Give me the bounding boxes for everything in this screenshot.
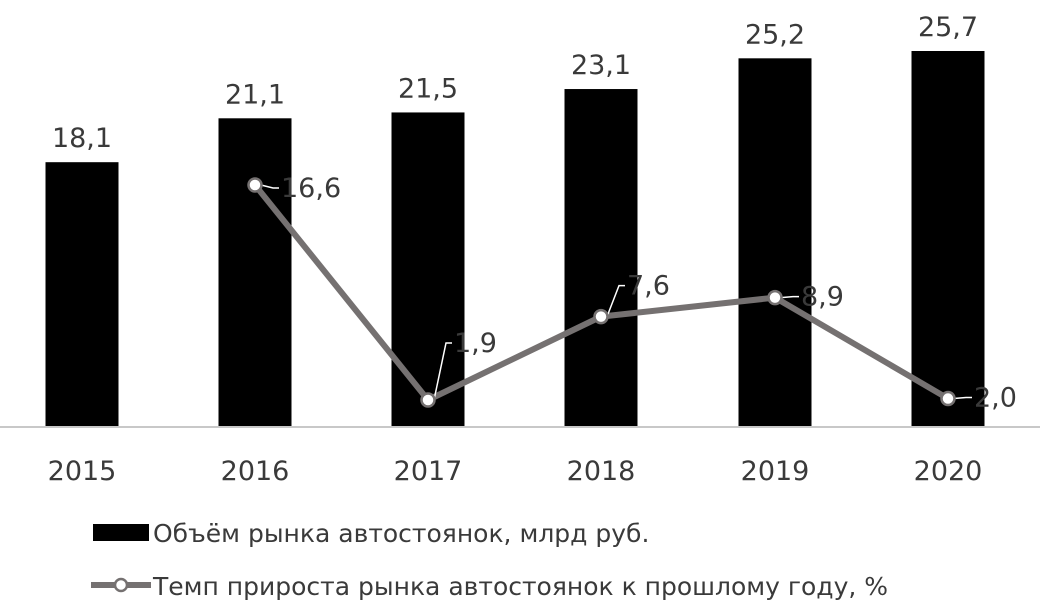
x-tick-labels: 2015 2016 2017 2018 2019 2020	[48, 456, 983, 487]
line-leader-2019	[780, 295, 799, 299]
legend-swatch-marker	[113, 577, 129, 593]
bar-label-2018: 23,1	[571, 50, 631, 81]
bar-2015	[45, 162, 119, 427]
line-label-2018: 7,6	[627, 271, 670, 302]
bar-label-2017: 21,5	[398, 73, 458, 104]
line-label-2017: 1,9	[454, 328, 497, 359]
bar-2016	[218, 118, 292, 427]
x-tick-2015: 2015	[48, 456, 117, 487]
bar-labels-layer: 18,1 21,1 21,5 23,1 25,2 25,7	[52, 12, 978, 154]
bar-2020	[911, 51, 985, 427]
line-point-2017	[420, 392, 436, 408]
line-label-2020: 2,0	[974, 383, 1017, 414]
bar-label-2015: 18,1	[52, 123, 112, 154]
legend: Объём рынка автостоянок, млрд руб. Темп …	[91, 519, 888, 601]
line-leader-2018	[606, 284, 625, 317]
line-leader-2020	[953, 396, 972, 400]
line-point-2016	[247, 177, 263, 193]
line-point-2020	[940, 390, 956, 407]
line-label-2019: 8,9	[801, 282, 844, 313]
x-tick-2018: 2018	[567, 456, 636, 487]
line-point-2018	[593, 308, 609, 325]
legend-swatch-bar	[93, 524, 149, 541]
legend-label-volume: Объём рынка автостоянок, млрд руб.	[153, 519, 649, 548]
bar-label-2016: 21,1	[225, 79, 285, 110]
legend-item-growth: Темп прироста рынка автостоянок к прошло…	[91, 572, 888, 601]
line-leader-2016	[260, 184, 279, 189]
x-tick-2016: 2016	[221, 456, 290, 487]
bar-2018	[564, 89, 638, 427]
legend-label-growth: Темп прироста рынка автостоянок к прошло…	[152, 572, 888, 601]
bars-layer	[45, 51, 985, 427]
x-tick-2017: 2017	[394, 456, 463, 487]
growth-line-layer: 16,6 1,9 7,6 8,9 2,0	[247, 173, 1017, 414]
x-tick-2019: 2019	[741, 456, 810, 487]
bar-label-2019: 25,2	[745, 19, 805, 50]
legend-item-volume: Объём рынка автостоянок, млрд руб.	[93, 519, 649, 548]
line-leader-2017	[433, 342, 452, 401]
line-label-2016: 16,6	[281, 173, 341, 204]
x-tick-2020: 2020	[914, 456, 983, 487]
bar-2017	[391, 112, 465, 427]
line-point-2019	[767, 289, 783, 306]
bar-label-2020: 25,7	[918, 12, 978, 43]
bar-2019	[738, 58, 812, 427]
